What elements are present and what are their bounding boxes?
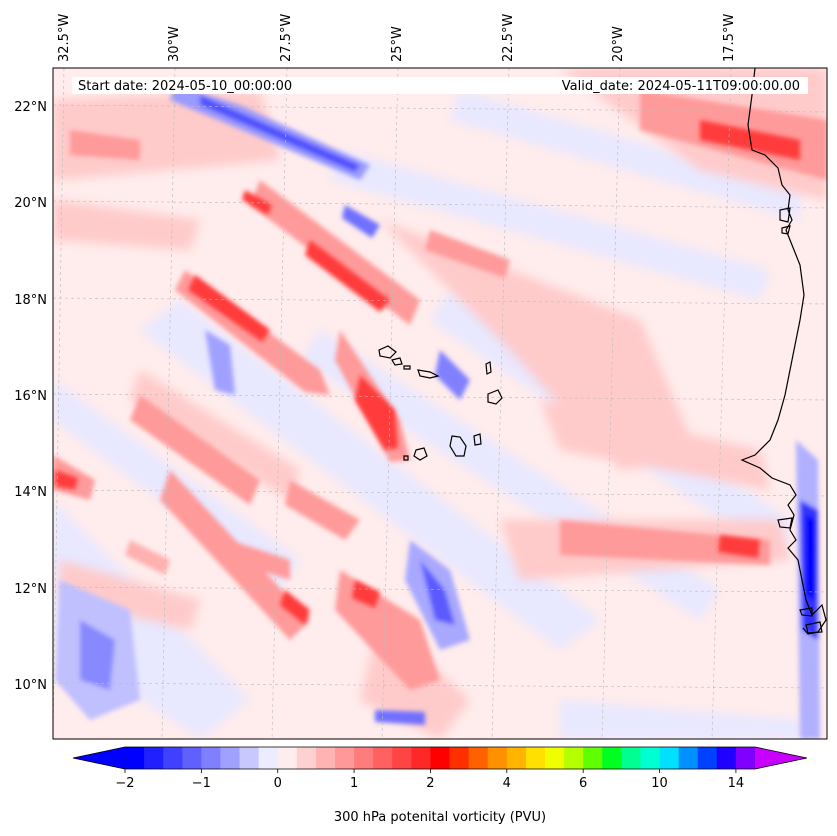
colorbar-segment: [640, 747, 660, 769]
island-sao-nicolau: [417, 369, 440, 379]
colorbar-segment: [373, 747, 393, 769]
island-santiago: [449, 435, 467, 457]
lon-tick-label: 22.5°W: [501, 14, 516, 62]
colorbar-segment: [163, 747, 183, 769]
colorbar-ticks: −2 −1 0 1 2 4 6 10 14: [115, 769, 744, 791]
colorbar-segment: [487, 747, 508, 769]
colorbar-tick-label: 1: [350, 776, 358, 791]
colorbar-segment: [335, 747, 355, 769]
colorbar-segment: [411, 747, 431, 769]
colorbar-segment: [545, 747, 565, 769]
lon-tick-label: 25°W: [390, 26, 405, 62]
colorbar-segment: [277, 747, 298, 769]
colorbar-segment: [525, 747, 546, 769]
africa-coastline: [740, 68, 827, 635]
pv-field: [53, 68, 827, 739]
colorbar-segment: [602, 747, 622, 769]
colorbar-segment: [449, 747, 470, 769]
colorbar-tick-label: 14: [728, 776, 745, 791]
colorbar-under-arrow: [73, 747, 125, 769]
colorbar-tick-label: −2: [115, 776, 134, 791]
colorbar-segment: [144, 747, 164, 769]
info-box: [72, 77, 808, 94]
lon-tick-label: 30°W: [167, 26, 182, 62]
coastlines: [378, 68, 827, 635]
colorbar-tick-label: 4: [503, 776, 511, 791]
colorbar-segment: [182, 747, 202, 769]
map-frame: [52, 67, 828, 740]
colorbar-segments: [125, 747, 756, 769]
colorbar-tick-label: 6: [579, 776, 587, 791]
colorbar-tick-label: 10: [651, 776, 668, 791]
colorbar-segment: [659, 747, 680, 769]
island-sao-vicente: [391, 357, 403, 366]
coastal-island: [779, 207, 791, 223]
pv-coastal-negative-strip: [796, 440, 820, 739]
coastal-island: [805, 621, 823, 634]
lon-tick-label: 17.5°W: [722, 14, 737, 62]
colorbar-tick-label: −1: [192, 776, 211, 791]
colorbar-segment: [315, 747, 336, 769]
colorbar-segment: [125, 747, 145, 769]
colorbar-segment: [392, 747, 412, 769]
colorbar-segment: [697, 747, 718, 769]
island-santa-luzia: [403, 365, 411, 370]
colorbar-segment: [354, 747, 374, 769]
lon-tick-label: 32.5°W: [57, 14, 72, 62]
colorbar-segment: [468, 747, 489, 769]
colorbar-over-arrow: [755, 747, 807, 769]
lat-tick-label: 20°N: [14, 196, 47, 211]
colorbar-segment: [564, 747, 584, 769]
lat-tick-label: 18°N: [14, 293, 47, 308]
pv-positive-cores: [55, 120, 800, 625]
colorbar-segment: [296, 747, 317, 769]
valid-date-text: Valid_date: 2024-05-11T09:00:00.00: [562, 79, 800, 94]
colorbar-segment: [621, 747, 641, 769]
map-gridlines: [53, 68, 827, 739]
colorbar-tick-label: 0: [274, 776, 282, 791]
island-boa-vista: [487, 389, 503, 405]
pv-strong-negative-features: [55, 85, 470, 725]
colorbar-tick-label: 2: [426, 776, 434, 791]
coastal-island: [781, 225, 791, 235]
colorbar-segment: [239, 747, 260, 769]
colorbar-segment: [258, 747, 279, 769]
longitude-tick-labels: 32.5°W 30°W 27.5°W 25°W 22.5°W 20°W 17.5…: [57, 14, 737, 62]
island-maio: [473, 433, 482, 446]
coastal-island: [799, 607, 813, 617]
lat-tick-label: 12°N: [14, 582, 47, 597]
colorbar-segment: [716, 747, 737, 769]
colorbar-segment: [430, 747, 450, 769]
coastal-island: [777, 517, 793, 529]
colorbar: −2 −1 0 1 2 4 6 10 14 300 hPa potenital vorticit…: [72, 746, 808, 825]
lon-tick-label: 20°W: [611, 26, 626, 62]
start-date-text: Start date: 2024-05-10_00:00:00: [78, 79, 292, 94]
colorbar-segment: [201, 747, 221, 769]
latitude-tick-labels: 22°N 20°N 18°N 16°N 14°N 12°N 10°N: [14, 100, 47, 693]
island-sal: [485, 361, 492, 375]
lon-tick-label: 27.5°W: [279, 14, 294, 62]
lat-tick-label: 14°N: [14, 485, 47, 500]
colorbar-label: 300 hPa potenital vorticity (PVU): [334, 810, 546, 825]
lat-tick-label: 16°N: [14, 389, 47, 404]
colorbar-segment: [583, 747, 603, 769]
colorbar-segment: [678, 747, 699, 769]
island-brava: [403, 455, 409, 461]
colorbar-segment: [735, 747, 756, 769]
colorbar-segment: [506, 747, 527, 769]
colorbar-segment: [220, 747, 240, 769]
island-fogo: [413, 447, 428, 461]
lat-tick-label: 22°N: [14, 100, 47, 115]
lat-tick-label: 10°N: [14, 678, 47, 693]
island-santo-antao: [378, 345, 397, 359]
